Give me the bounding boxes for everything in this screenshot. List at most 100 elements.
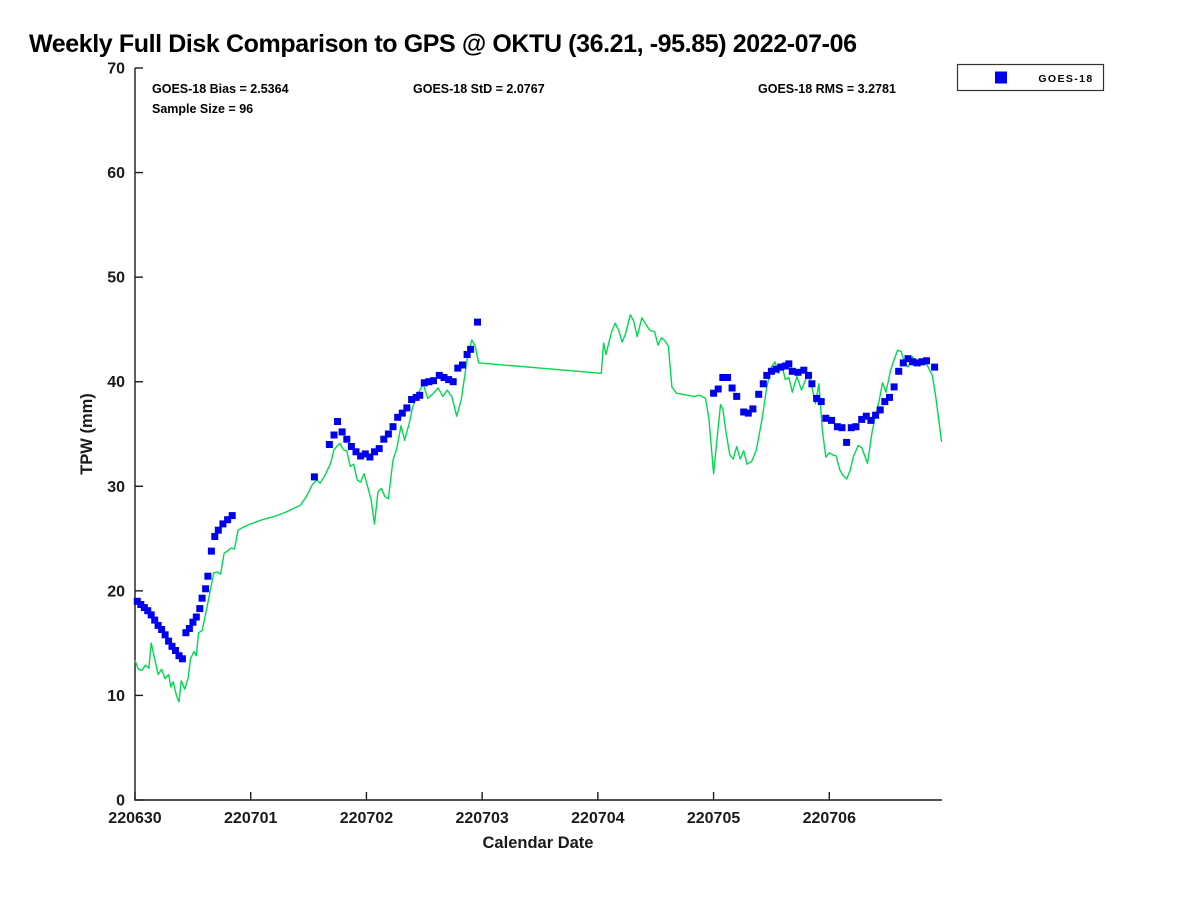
goes18-marker: [777, 363, 785, 371]
goes18-marker: [425, 378, 433, 386]
x-tick-label: 220702: [340, 810, 393, 827]
goes18-marker: [161, 631, 169, 639]
goes18-marker: [228, 512, 236, 520]
goes18-marker: [838, 424, 846, 432]
goes18-marker: [459, 361, 466, 369]
y-axis-label: TPW (mm): [78, 393, 96, 475]
goes18-marker: [805, 371, 812, 379]
goes18-marker: [389, 423, 397, 431]
stat-std: GOES-18 StD = 2.0767: [413, 82, 545, 96]
goes18-marker: [740, 408, 748, 416]
goes18-marker: [198, 594, 206, 602]
goes18-marker: [343, 435, 351, 443]
goes18-marker: [151, 616, 159, 624]
goes18-marker: [178, 655, 186, 663]
goes18-marker: [158, 626, 166, 633]
gps-line: [134, 314, 943, 703]
goes18-marker: [463, 351, 471, 358]
y-tick-label: 20: [107, 583, 125, 600]
goes18-marker: [357, 452, 365, 460]
x-tick-label: 220706: [803, 810, 856, 827]
goes18-marker: [772, 365, 780, 373]
goes18-marker: [440, 374, 448, 381]
goes18-marker: [207, 547, 215, 555]
goes18-marker: [808, 380, 816, 388]
goes18-marker: [474, 318, 481, 326]
goes18-marker: [380, 435, 388, 443]
goes18-marker: [430, 377, 437, 385]
goes18-marker: [833, 423, 841, 431]
goes18-marker: [420, 379, 428, 387]
goes18-marker: [154, 621, 162, 629]
goes18-marker: [918, 358, 926, 366]
axis-spine: [134, 68, 942, 801]
goes18-marker: [876, 406, 884, 414]
goes18-marker: [416, 391, 424, 399]
stat-bias: GOES-18 Bias = 2.5364: [152, 82, 289, 96]
goes18-marker: [371, 448, 378, 456]
legend-box: [956, 63, 1105, 92]
y-tick-label: 30: [107, 479, 125, 496]
chart-title: Weekly Full Disk Comparison to GPS @ OKT…: [29, 30, 857, 58]
y-tick-label: 50: [107, 270, 125, 287]
goes18-marker: [828, 416, 836, 424]
goes18-marker: [763, 371, 771, 379]
goes18-marker: [724, 374, 731, 381]
x-axis-label: Calendar Date: [483, 834, 594, 852]
goes18-marker: [202, 585, 210, 593]
goes18-marker: [909, 358, 917, 366]
goes18-marker: [165, 637, 173, 645]
goes18-marker: [719, 374, 727, 381]
goes18-marker: [867, 416, 875, 424]
goes18-marker: [168, 642, 176, 650]
goes18-marker: [189, 618, 197, 626]
goes18-marker: [852, 423, 860, 431]
x-tick-label: 220701: [224, 810, 277, 827]
goes18-marker: [196, 605, 204, 613]
goes18-marker: [338, 428, 346, 436]
goes18-marker: [800, 366, 808, 374]
goes18-marker: [767, 367, 775, 375]
legend-marker-goes18-icon: [995, 71, 1007, 84]
goes18-marker: [330, 431, 338, 439]
goes18-marker: [445, 376, 453, 384]
goes18-marker: [759, 380, 767, 388]
goes18-marker: [817, 398, 825, 406]
goes18-marker: [352, 448, 360, 456]
goes18-marker: [172, 647, 179, 654]
goes18-marker: [749, 405, 757, 413]
stat-sample-size: Sample Size = 96: [152, 102, 253, 116]
axes-layer: 0 10 20 30 40 50 60 70 220630 220701 220702 220703 2…: [107, 61, 942, 827]
goes18-marker: [788, 367, 796, 375]
legend-label-goes18: GOES-18: [1038, 73, 1093, 85]
data-layer: [133, 314, 943, 703]
goes18-marker: [219, 520, 227, 528]
goes18-marker: [843, 438, 851, 446]
goes18-marker: [890, 383, 898, 391]
goes18-marker: [435, 371, 443, 379]
y-tick-label: 70: [107, 61, 125, 78]
y-tick-label: 40: [107, 374, 125, 391]
goes18-marker: [384, 430, 392, 438]
goes18-marker: [347, 443, 355, 450]
goes18-marker: [755, 390, 763, 398]
goes18-marker: [872, 411, 880, 419]
x-tick-label: 220630: [108, 810, 161, 827]
x-tick-label: 220703: [455, 810, 508, 827]
legend: GOES-18: [956, 63, 1105, 92]
goes18-marker: [904, 355, 912, 363]
goes18-marker: [147, 611, 155, 619]
goes18-marker: [375, 445, 383, 453]
goes18-marker: [714, 385, 722, 393]
goes18-marker: [211, 533, 219, 540]
goes18-marker: [192, 613, 200, 621]
x-tick-label: 220704: [571, 810, 624, 827]
goes18-marker: [733, 392, 741, 400]
goes18-marker: [398, 409, 406, 417]
goes18-marker: [881, 398, 889, 406]
goes18-marker: [794, 368, 802, 376]
goes18-marker: [449, 378, 457, 386]
goes18-marker: [886, 393, 893, 401]
